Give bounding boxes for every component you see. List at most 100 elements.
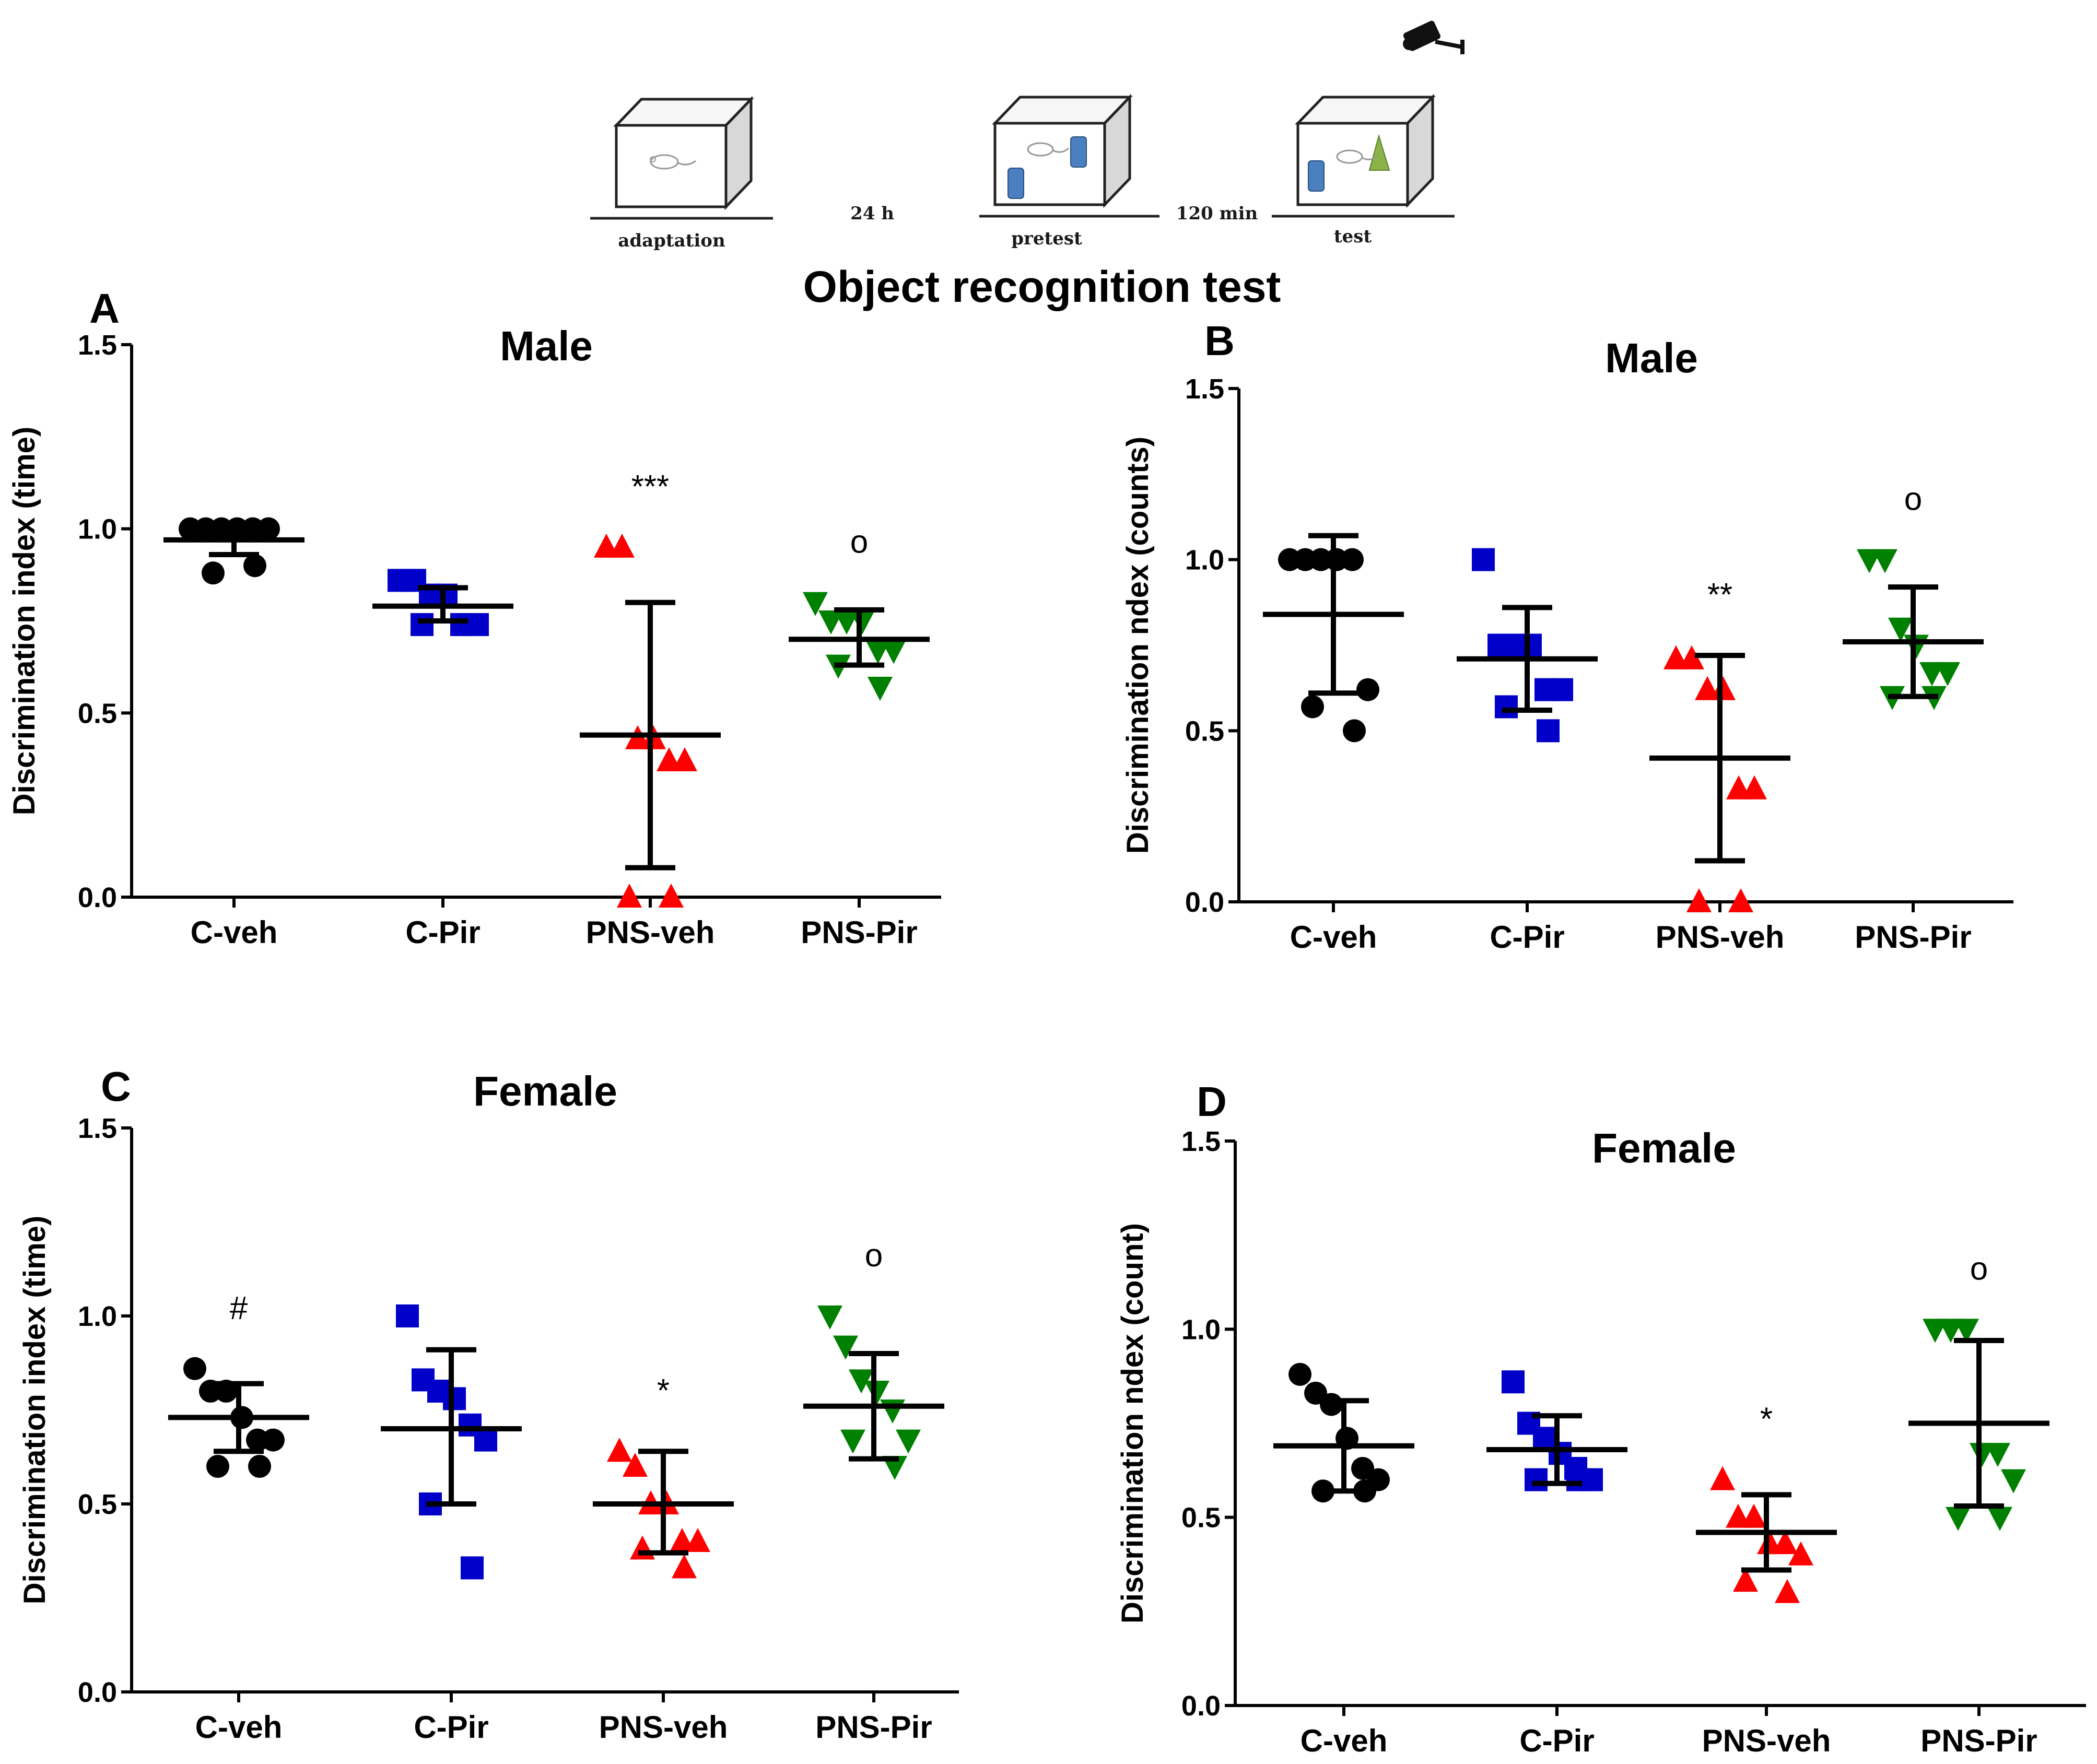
x-tick-label: C-veh	[195, 1710, 283, 1745]
data-point	[461, 1556, 484, 1580]
data-point	[868, 676, 893, 701]
panel-title: Female	[1592, 1125, 1736, 1171]
data-point	[1872, 549, 1897, 573]
series-pns-veh	[1649, 645, 1790, 912]
x-tick-label: C-veh	[1290, 920, 1377, 955]
panel-title: Female	[473, 1068, 617, 1114]
y-tick-label: 1.5	[1181, 1126, 1221, 1157]
series-pns-pir	[1843, 549, 1984, 710]
data-point	[659, 884, 684, 908]
y-tick-label: 1.0	[78, 514, 117, 545]
data-point	[1946, 1507, 1971, 1531]
panel-title: Male	[500, 323, 593, 369]
y-tick-label: 1.0	[78, 1301, 117, 1332]
significance-mark: o	[1904, 481, 1922, 518]
data-point	[243, 554, 266, 578]
data-point	[803, 592, 828, 616]
data-point	[443, 1387, 466, 1410]
data-point	[1341, 548, 1364, 571]
significance-mark: **	[1707, 577, 1732, 613]
data-point	[1525, 1468, 1548, 1491]
y-tick-label: 0.0	[78, 882, 117, 913]
panels-container: A Male 0.0 0.5 1.0 1.5 Discrimination index (t…	[7, 285, 2086, 1758]
data-point	[1935, 662, 1960, 686]
data-point	[1679, 645, 1704, 669]
panel-letter: D	[1197, 1078, 1227, 1125]
y-axis-label: Discrimination index (time)	[18, 1216, 52, 1604]
series-pns-veh	[593, 1438, 734, 1579]
significance-mark: ***	[631, 469, 669, 505]
data-point	[1728, 888, 1753, 912]
data-point	[882, 1456, 907, 1480]
protocol-schematic: adaptation 24 h pretest 120 min	[590, 20, 1465, 251]
data-point	[1985, 1443, 2010, 1467]
panel-letter: B	[1204, 317, 1235, 364]
data-point	[262, 1428, 285, 1452]
data-point	[1742, 775, 1767, 799]
data-point	[474, 1428, 497, 1452]
data-point	[1495, 695, 1518, 719]
series-pns-pir	[803, 1306, 944, 1480]
y-axis-label: Discrimination ndex (count)	[1116, 1223, 1150, 1624]
y-tick-label: 0.5	[1185, 715, 1224, 747]
y-tick-label: 1.5	[78, 330, 117, 361]
y-axis-label: Discrimination ndex (counts)	[1121, 437, 1155, 854]
data-point	[1550, 678, 1573, 701]
data-point	[1904, 634, 1929, 659]
significance-mark: #	[230, 1290, 248, 1326]
data-point	[1686, 888, 1712, 912]
data-point	[880, 1400, 905, 1424]
y-tick-label: 1.0	[1181, 1314, 1221, 1345]
series-pns-pir	[1908, 1319, 2049, 1531]
x-tick-label: PNS-veh	[1656, 920, 1785, 955]
data-point	[1773, 1530, 1798, 1555]
data-point	[1733, 1568, 1758, 1592]
x-tick-label: C-Pir	[1519, 1723, 1594, 1758]
y-tick-label: 1.0	[1185, 545, 1224, 576]
data-point	[452, 613, 475, 637]
data-point	[1566, 1468, 1589, 1491]
significance-mark: o	[850, 524, 868, 560]
stage-adaptation: adaptation	[590, 96, 773, 251]
y-tick-label: 1.5	[1185, 373, 1224, 405]
stage-label-adaptation: adaptation	[618, 230, 725, 251]
object-cylinder-familiar	[1308, 160, 1325, 192]
data-point	[1710, 1466, 1735, 1490]
x-tick-label: PNS-Pir	[815, 1710, 932, 1745]
mouse-icon	[1027, 142, 1069, 157]
data-point	[881, 640, 906, 664]
data-point	[1502, 1370, 1525, 1394]
data-point	[248, 1455, 271, 1478]
significance-mark: *	[657, 1373, 670, 1409]
data-point	[896, 1429, 921, 1454]
data-point	[1288, 1362, 1311, 1386]
data-point	[630, 1535, 655, 1560]
data-point	[1320, 1393, 1343, 1416]
data-point	[840, 1429, 865, 1454]
data-point	[849, 1369, 874, 1394]
data-point	[183, 1357, 206, 1380]
data-point	[1954, 1319, 1979, 1343]
panel-c: C Female 0.0 0.5 1.0 1.5 Discrimination index …	[18, 1063, 959, 1745]
series-c-pir	[381, 1304, 522, 1580]
series-pns-pir	[789, 592, 930, 701]
y-tick-label: 0.0	[78, 1677, 117, 1708]
x-tick-label: C-veh	[191, 915, 278, 950]
data-point	[1519, 633, 1542, 657]
series-c-pir	[372, 569, 513, 637]
data-point	[610, 533, 635, 558]
data-point	[607, 1438, 632, 1462]
y-axis-label: Discrimination index (time)	[7, 427, 41, 815]
significance-mark: *	[1760, 1402, 1773, 1438]
stage-test: test	[1272, 93, 1455, 247]
data-point	[2001, 1469, 2026, 1493]
series-c-pir	[1486, 1370, 1627, 1491]
data-point	[206, 1455, 229, 1478]
y-tick-label: 0.0	[1181, 1690, 1221, 1722]
x-tick-label: PNS-Pir	[801, 915, 917, 950]
significance-mark: o	[1970, 1251, 1988, 1287]
data-point	[672, 747, 697, 772]
series-c-veh	[1273, 1362, 1414, 1503]
panel-title: Male	[1605, 335, 1698, 381]
